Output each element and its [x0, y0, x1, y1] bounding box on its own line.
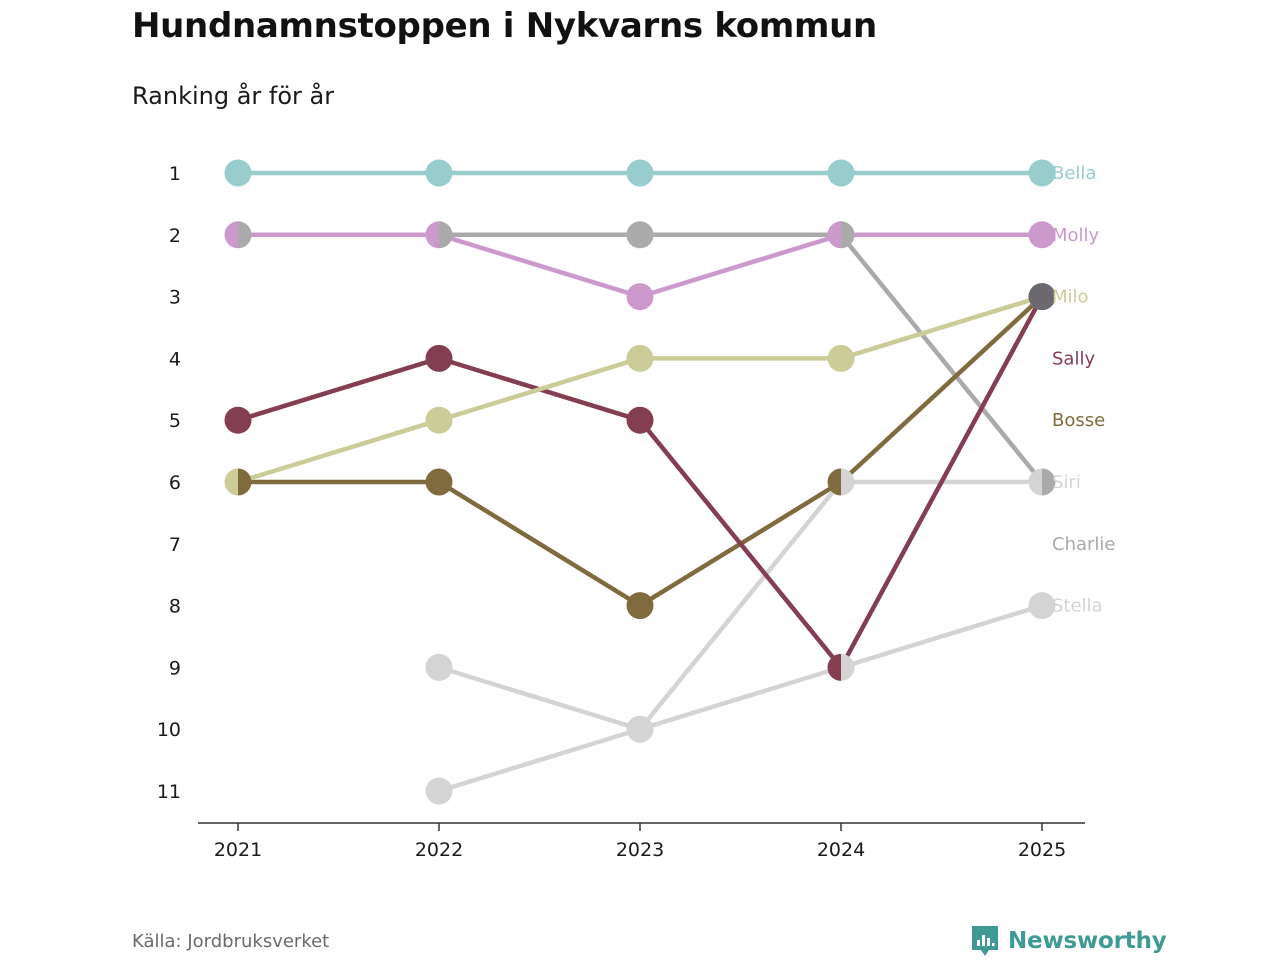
brand-name: Newsworthy — [1008, 928, 1167, 954]
data-point-bella[interactable] — [224, 159, 252, 187]
data-point-sally[interactable] — [827, 653, 842, 681]
series-label-siri: Siri — [1052, 472, 1081, 493]
data-point-sally[interactable] — [224, 406, 252, 434]
data-point-molly[interactable] — [224, 221, 239, 249]
data-point-siri[interactable] — [626, 715, 641, 743]
data-point-sally[interactable] — [626, 406, 654, 434]
data-point-charlie[interactable] — [439, 221, 453, 249]
data-point-milo[interactable] — [224, 468, 239, 496]
x-tick-label: 2021 — [214, 839, 262, 861]
y-tick-label: 7 — [169, 534, 181, 556]
data-point-milo[interactable] — [827, 344, 855, 372]
data-point-stella[interactable] — [425, 653, 453, 681]
data-point-milo[interactable] — [425, 406, 453, 434]
data-point-molly[interactable] — [425, 221, 439, 249]
data-point-siri[interactable] — [1028, 468, 1043, 496]
data-point-molly[interactable] — [827, 221, 842, 249]
data-point-charlie[interactable] — [626, 221, 654, 249]
chart-subtitle: Ranking år för år — [132, 82, 335, 110]
y-tick-label: 5 — [169, 410, 181, 432]
series-line-stella — [438, 603, 1043, 732]
y-tick-label: 8 — [169, 596, 181, 618]
series-lines — [237, 170, 1044, 794]
x-tick-label: 2023 — [616, 839, 664, 861]
series-line-bosse — [238, 294, 1044, 608]
data-point-milo[interactable] — [626, 344, 654, 372]
data-point-siri[interactable] — [841, 468, 855, 496]
brand-logo[interactable]: Newsworthy — [970, 924, 1167, 958]
x-axis: 2021 2022 2023 2024 2025 — [198, 822, 1085, 861]
data-point-charlie[interactable] — [841, 221, 855, 249]
x-tick-label: 2025 — [1018, 839, 1066, 861]
y-tick-label: 3 — [169, 287, 181, 309]
data-point-bosse[interactable] — [827, 468, 842, 496]
y-tick-label: 9 — [169, 657, 181, 679]
data-point-stella[interactable] — [640, 715, 654, 743]
x-tick-label: 2022 — [415, 839, 463, 861]
series-line-milo — [237, 294, 1043, 485]
series-label-charlie: Charlie — [1052, 534, 1115, 555]
data-point-stella[interactable] — [1028, 592, 1056, 620]
series-label-bella: Bella — [1052, 163, 1096, 184]
bar-chart-speech-bubble-icon — [972, 926, 998, 956]
series-points — [224, 159, 1056, 805]
chart-title: Hundnamnstoppen i Nykvarns kommun — [132, 6, 877, 46]
data-point-molly[interactable] — [1028, 221, 1056, 249]
series-label-milo: Milo — [1052, 287, 1089, 308]
series-label-stella: Stella — [1052, 596, 1103, 617]
data-point-siri[interactable] — [425, 777, 453, 805]
data-point-bosse[interactable] — [238, 468, 252, 496]
source-note: Källa: Jordbruksverket — [132, 931, 330, 952]
data-point-bella[interactable] — [1028, 159, 1056, 187]
data-point-bosse[interactable] — [425, 468, 453, 496]
series-label-bosse: Bosse — [1052, 410, 1105, 431]
data-point-charlie[interactable] — [1042, 468, 1056, 496]
data-point-bosse[interactable] — [626, 592, 654, 620]
y-tick-label: 6 — [169, 472, 181, 494]
data-point-bella[interactable] — [626, 159, 654, 187]
data-point-merged[interactable] — [1028, 283, 1056, 311]
y-tick-label: 1 — [169, 163, 181, 185]
data-point-molly[interactable] — [626, 283, 654, 311]
data-point-bella[interactable] — [425, 159, 453, 187]
data-point-charlie[interactable] — [238, 221, 252, 249]
y-tick-label: 10 — [157, 719, 181, 741]
data-point-bella[interactable] — [827, 159, 855, 187]
y-axis: 1 2 3 4 5 6 7 8 9 10 11 — [157, 163, 181, 803]
x-tick-label: 2024 — [817, 839, 865, 861]
series-labels: Bella Molly Milo Sally Bosse Siri Charlie Stell… — [1052, 163, 1115, 617]
data-point-sally[interactable] — [425, 344, 453, 372]
y-tick-label: 11 — [157, 781, 181, 803]
series-label-molly: Molly — [1052, 225, 1100, 246]
series-line-siri — [438, 479, 1042, 794]
series-label-sally: Sally — [1052, 348, 1095, 369]
y-tick-label: 4 — [169, 348, 181, 370]
data-point-stella[interactable] — [841, 653, 855, 681]
y-tick-label: 2 — [169, 225, 181, 247]
